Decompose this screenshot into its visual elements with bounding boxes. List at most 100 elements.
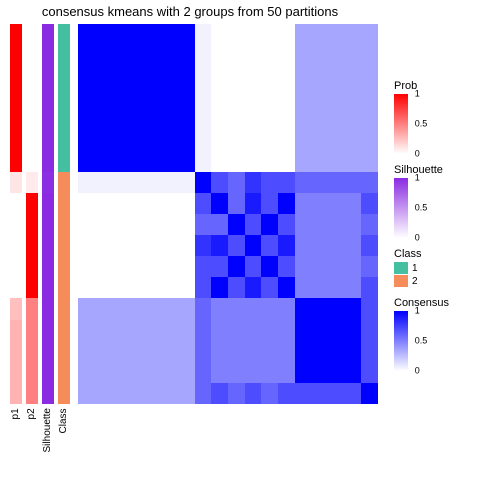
heatmap-cell <box>178 66 195 87</box>
heatmap-cell <box>211 383 228 404</box>
heatmap-cell <box>328 214 345 235</box>
annot-cell <box>26 108 38 129</box>
heatmap-cell <box>261 341 278 362</box>
annot-cell <box>58 214 70 235</box>
heatmap-cell <box>328 341 345 362</box>
heatmap-cell <box>311 45 328 66</box>
heatmap-cell <box>211 151 228 172</box>
heatmap-cell <box>211 130 228 151</box>
heatmap-cell <box>245 87 262 108</box>
heatmap-cell <box>295 320 312 341</box>
heatmap-cell <box>95 320 112 341</box>
annot-cell <box>10 235 22 256</box>
heatmap-cell <box>111 320 128 341</box>
heatmap-cell <box>78 87 95 108</box>
heatmap-cell <box>195 130 212 151</box>
heatmap-cell <box>195 383 212 404</box>
annot-cell <box>58 193 70 214</box>
legend-class-item: 1 <box>394 262 500 274</box>
heatmap-cell <box>345 66 362 87</box>
heatmap-cell <box>295 362 312 383</box>
heatmap-cell <box>178 172 195 193</box>
heatmap-cell <box>245 108 262 129</box>
heatmap-cell <box>128 193 145 214</box>
heatmap-cell <box>111 298 128 319</box>
heatmap-cell <box>261 130 278 151</box>
heatmap-cell <box>78 341 95 362</box>
heatmap-cell <box>128 362 145 383</box>
heatmap-cell <box>328 256 345 277</box>
heatmap-cell <box>178 256 195 277</box>
annot-cell <box>58 45 70 66</box>
heatmap-cell <box>345 235 362 256</box>
heatmap-cell <box>228 24 245 45</box>
heatmap-cell <box>145 214 162 235</box>
heatmap-cell <box>211 362 228 383</box>
heatmap-cell <box>228 66 245 87</box>
heatmap-cell <box>328 277 345 298</box>
heatmap-cell <box>345 151 362 172</box>
heatmap-cell <box>278 256 295 277</box>
heatmap-cell <box>111 214 128 235</box>
annot-cell <box>58 108 70 129</box>
heatmap-row <box>78 24 378 45</box>
heatmap-cell <box>128 298 145 319</box>
annot-label: Class <box>58 408 70 452</box>
annot-label: p2 <box>26 408 38 452</box>
annot-cell <box>26 193 38 214</box>
heatmap-cell <box>178 108 195 129</box>
heatmap-cell <box>361 214 378 235</box>
heatmap-cell <box>311 214 328 235</box>
annot-cell <box>58 341 70 362</box>
heatmap-cell <box>245 235 262 256</box>
heatmap-cell <box>311 193 328 214</box>
heatmap-cell <box>161 45 178 66</box>
heatmap-cell <box>261 235 278 256</box>
annot-cell <box>26 45 38 66</box>
heatmap-cell <box>295 24 312 45</box>
annot-cell <box>10 45 22 66</box>
heatmap-cell <box>295 193 312 214</box>
heatmap-cell <box>245 320 262 341</box>
heatmap-cell <box>145 151 162 172</box>
heatmap-cell <box>78 172 95 193</box>
heatmap-cell <box>311 24 328 45</box>
annot-cell <box>26 172 38 193</box>
heatmap-cell <box>361 320 378 341</box>
legend-tick: 0.5 <box>415 204 428 213</box>
heatmap-cell <box>145 235 162 256</box>
heatmap-row <box>78 151 378 172</box>
heatmap-cell <box>145 24 162 45</box>
heatmap-cell <box>145 87 162 108</box>
heatmap-cell <box>178 362 195 383</box>
annot-cell <box>42 151 54 172</box>
legend-prob: Prob 00.51 <box>394 80 500 154</box>
heatmap-cell <box>111 130 128 151</box>
heatmap-cell <box>211 214 228 235</box>
chart-title: consensus kmeans with 2 groups from 50 p… <box>0 4 380 19</box>
heatmap-row <box>78 235 378 256</box>
annot-label: p1 <box>10 408 22 452</box>
heatmap-cell <box>111 193 128 214</box>
heatmap-cell <box>228 87 245 108</box>
heatmap-cell <box>278 24 295 45</box>
heatmap-cell <box>228 193 245 214</box>
heatmap-cell <box>178 193 195 214</box>
annot-cell <box>26 256 38 277</box>
heatmap-cell <box>295 87 312 108</box>
heatmap-cell <box>195 235 212 256</box>
legend-class-swatches: 12 <box>394 262 500 287</box>
heatmap-cell <box>328 24 345 45</box>
heatmap-cell <box>145 383 162 404</box>
heatmap-cell <box>95 66 112 87</box>
heatmap-cell <box>95 130 112 151</box>
heatmap-cell <box>311 256 328 277</box>
annot-cell <box>58 383 70 404</box>
heatmap-cell <box>345 45 362 66</box>
heatmap-cell <box>211 341 228 362</box>
annot-cell <box>26 277 38 298</box>
heatmap-cell <box>228 45 245 66</box>
heatmap-cell <box>328 87 345 108</box>
heatmap-cell <box>345 24 362 45</box>
legend-tick: 1 <box>415 90 420 99</box>
